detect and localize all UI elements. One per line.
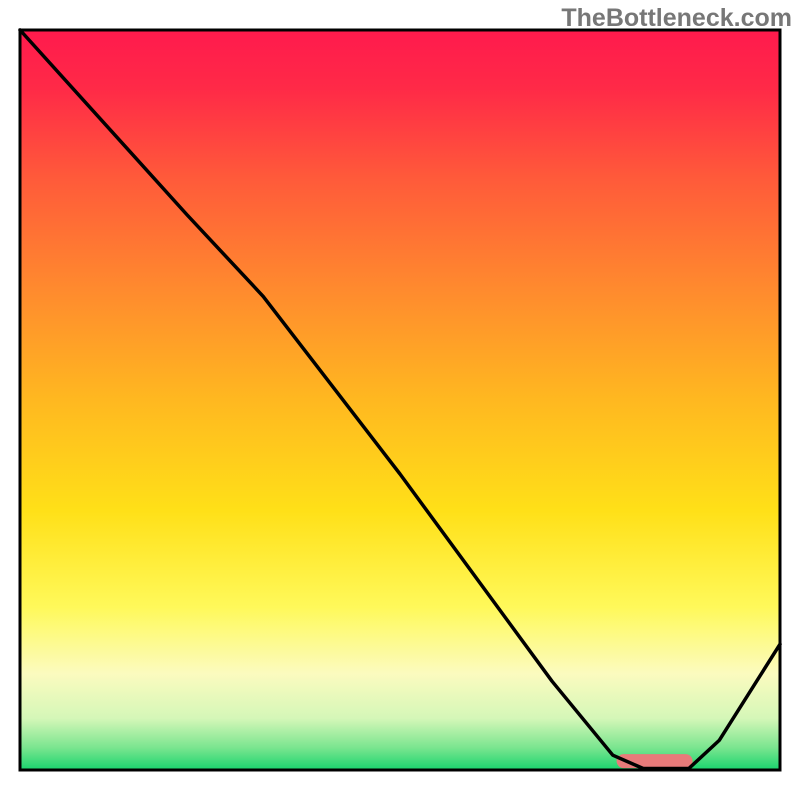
watermark-text: TheBottleneck.com — [561, 4, 792, 33]
gradient-background — [20, 30, 780, 770]
chart-svg — [0, 0, 800, 800]
chart-container: TheBottleneck.com — [0, 0, 800, 800]
